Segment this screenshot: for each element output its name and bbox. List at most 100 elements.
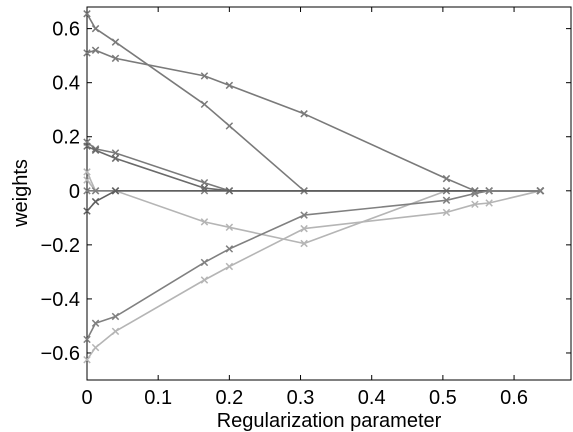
y-tick-label: −0.6 [41,343,80,365]
marker-stroke [83,49,91,57]
data-point-marker [300,224,308,233]
series-line [86,190,541,340]
y-tick-label: −0.2 [41,235,80,257]
data-point-marker [83,142,91,150]
data-point-marker [83,168,91,176]
series-layer [83,10,545,364]
marker-stroke [300,211,308,219]
marker-stroke [442,196,451,204]
data-point-marker [111,327,120,336]
marker-stroke [91,319,100,327]
data-point-marker [91,146,100,154]
data-point-marker [83,207,91,215]
data-point-marker [111,312,120,321]
data-point-marker [225,122,234,130]
x-tick-label: 0.5 [429,387,457,409]
marker-stroke [91,187,100,195]
marker-stroke [83,142,91,150]
data-point-marker [111,154,120,163]
marker-stroke [111,38,120,46]
plot-area [86,6,572,381]
marker-stroke [111,149,120,157]
marker-stroke [111,154,120,163]
data-point-marker [200,100,209,109]
marker-stroke [83,176,91,184]
data-point-marker [83,49,91,57]
marker-stroke [300,110,308,118]
data-point-marker [485,187,493,195]
data-point-marker [111,187,120,195]
x-tick-label: 0.1 [144,387,172,409]
marker-stroke [111,187,120,195]
data-point-marker [225,223,234,232]
x-tick-label: 0 [81,387,92,409]
marker-stroke [91,24,100,33]
marker-stroke [91,145,100,153]
marker-stroke [83,207,91,215]
data-point-marker [83,187,91,195]
marker-stroke [91,46,100,54]
marker-stroke [83,168,91,176]
y-tick-label: −0.4 [41,289,80,311]
marker-stroke [200,100,209,109]
data-point-marker [485,199,493,207]
marker-stroke [91,343,100,352]
marker-stroke [225,262,234,271]
marker-stroke [485,199,493,207]
marker-stroke [91,197,100,206]
marker-stroke [83,187,91,195]
marker-stroke [83,355,91,364]
data-point-marker [91,46,100,54]
marker-stroke [471,200,479,209]
marker-stroke [200,218,209,226]
marker-stroke [83,335,91,344]
data-point-marker [300,110,308,118]
y-tick-label: 0.6 [52,19,80,41]
x-axis-ticks: 0 0.1 0.2 0.3 0.4 0.5 0.6 [81,7,528,409]
data-point-marker [442,196,451,204]
y-tick-label: 0.2 [52,127,80,149]
data-point-marker [300,239,308,248]
marker-stroke [225,81,234,90]
data-point-marker [91,343,100,352]
series-line [86,190,541,361]
marker-stroke [225,122,234,130]
data-point-marker [83,10,91,18]
marker-stroke [200,178,209,187]
marker-stroke [225,223,234,232]
marker-stroke [200,72,209,80]
marker-stroke [225,245,234,253]
data-point-marker [225,81,234,90]
data-point-marker [442,208,451,217]
data-point-marker [83,355,91,364]
data-point-marker [471,200,479,209]
marker-stroke [111,54,120,63]
x-tick-label: 0.2 [215,387,243,409]
y-tick-label: 0 [69,181,80,203]
marker-stroke [442,174,451,183]
marker-stroke [471,189,479,198]
marker-stroke [200,258,209,267]
marker-stroke [485,187,493,195]
x-axis-title: Regularization parameter [217,410,442,432]
data-point-marker [111,54,120,63]
data-point-marker [200,258,209,267]
x-tick-label: 0.3 [287,387,315,409]
marker-stroke [111,327,120,336]
marker-stroke [300,239,308,248]
x-tick-label: 0.6 [500,387,528,409]
data-point-marker [111,38,120,46]
data-point-marker [300,211,308,219]
data-point-marker [225,245,234,253]
data-point-marker [91,197,100,206]
data-point-marker [91,24,100,33]
marker-stroke [200,276,209,284]
data-point-marker [111,149,120,157]
marker-stroke [111,312,120,321]
data-point-marker [83,335,91,344]
data-point-marker [442,174,451,183]
data-point-marker [225,262,234,271]
data-point-marker [200,72,209,80]
marker-stroke [442,208,451,217]
